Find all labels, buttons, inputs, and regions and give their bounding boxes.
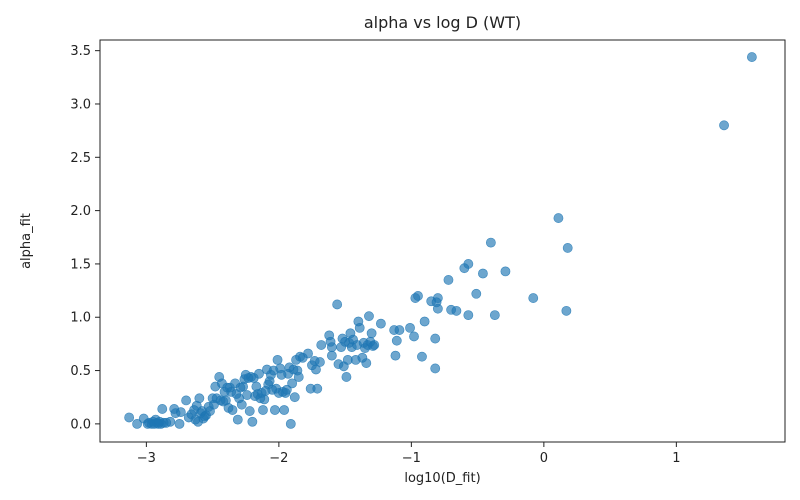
data-point: [471, 288, 482, 299]
data-point: [419, 316, 430, 327]
data-point: [366, 328, 377, 339]
data-point: [361, 358, 372, 368]
data-point: [390, 350, 401, 361]
data-point: [430, 363, 441, 374]
data-point: [432, 293, 443, 303]
data-point: [417, 351, 427, 362]
data-point: [451, 305, 462, 316]
y-tick-label: 0.5: [70, 364, 91, 379]
data-point: [405, 322, 415, 333]
data-point: [232, 414, 243, 425]
data-point: [326, 342, 337, 352]
y-tick-label: 2.5: [70, 151, 91, 166]
data-point: [303, 348, 313, 359]
y-tick-label: 2.0: [70, 204, 91, 219]
data-point: [259, 394, 270, 405]
data-point: [181, 395, 192, 406]
data-point: [553, 213, 564, 223]
data-point: [478, 268, 488, 279]
data-point: [394, 325, 405, 335]
data-point: [432, 303, 443, 314]
x-tick-label: 0: [540, 451, 548, 466]
data-point: [463, 310, 474, 321]
data-point: [485, 237, 496, 248]
data-point: [561, 305, 572, 316]
data-point: [157, 404, 168, 414]
data-point: [746, 52, 757, 62]
data-point: [227, 405, 238, 415]
data-point: [247, 416, 258, 427]
data-point: [562, 243, 573, 253]
y-axis-label: alpha_fit: [19, 213, 34, 269]
data-point: [254, 368, 264, 379]
data-point: [500, 266, 511, 277]
data-point: [489, 310, 500, 321]
data-point: [132, 418, 142, 429]
data-point: [316, 340, 327, 350]
data-point: [354, 322, 365, 333]
data-point: [244, 406, 255, 416]
data-point: [312, 383, 323, 394]
y-axis-ticks: 0.0 0.5 1.0 1.5 2.0 2.5 3.0 3.5: [70, 44, 100, 432]
data-point: [281, 384, 292, 395]
x-tick-label: −3: [137, 451, 156, 466]
y-tick-label: 1.0: [70, 311, 91, 326]
data-point: [315, 357, 325, 367]
data-point: [341, 372, 352, 382]
data-point: [332, 299, 343, 310]
data-point: [463, 259, 474, 269]
y-tick-label: 0.0: [70, 417, 91, 432]
data-point: [409, 331, 419, 342]
data-point: [528, 293, 539, 303]
y-tick-label: 3.5: [70, 44, 91, 59]
chart-title: alpha vs log D (WT): [364, 13, 521, 32]
data-point: [272, 354, 283, 365]
x-axis-ticks: −3 −2 −1 0 1: [137, 442, 680, 466]
data-point: [269, 405, 280, 415]
data-point: [174, 418, 185, 429]
data-point: [719, 120, 729, 131]
data-point: [258, 405, 268, 415]
data-point: [430, 333, 441, 344]
data-point: [326, 350, 337, 361]
points-layer: [124, 52, 757, 429]
data-point: [289, 392, 300, 403]
data-point: [369, 340, 380, 350]
data-point: [413, 291, 423, 301]
data-point: [175, 407, 186, 418]
x-tick-label: −1: [402, 451, 421, 466]
y-tick-label: 3.0: [70, 97, 91, 112]
data-point: [391, 335, 402, 346]
data-point: [375, 318, 386, 329]
data-point: [236, 399, 247, 410]
y-tick-label: 1.5: [70, 257, 91, 272]
x-tick-label: −2: [269, 451, 288, 466]
data-point: [293, 372, 304, 382]
plot-frame: [99, 39, 786, 443]
data-point: [287, 378, 298, 389]
data-point: [194, 393, 205, 404]
data-point: [364, 311, 374, 322]
data-point: [165, 416, 176, 427]
data-point: [124, 412, 135, 423]
data-point: [285, 418, 296, 429]
data-point: [443, 275, 454, 285]
x-tick-label: 1: [672, 451, 680, 466]
data-point: [279, 405, 290, 415]
x-axis-label: log10(D_fit): [404, 471, 480, 486]
